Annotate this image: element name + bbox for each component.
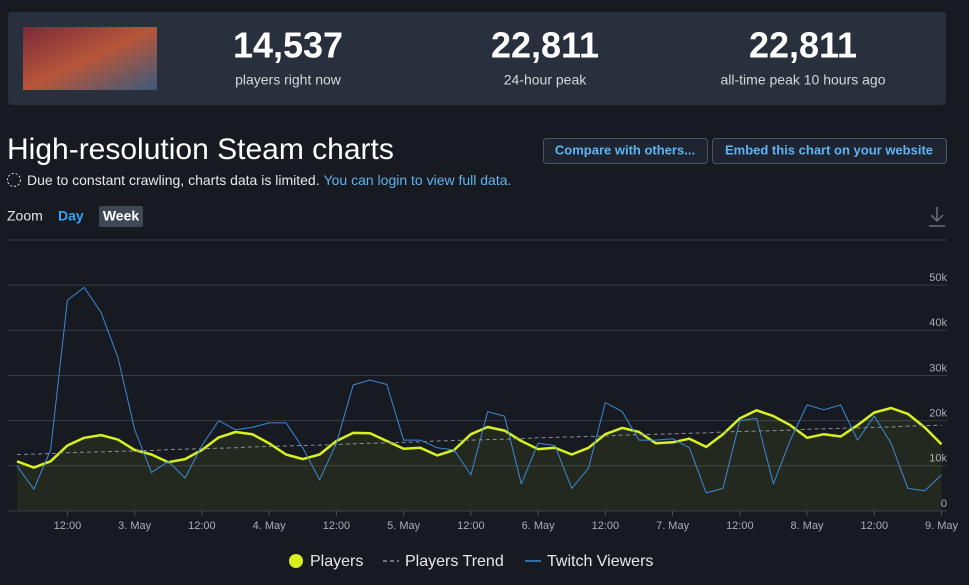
stat-label: 24-hour peak xyxy=(504,72,588,88)
stats-panel xyxy=(8,12,946,105)
button[interactable] xyxy=(543,138,708,164)
x-tick-label: 12:00 xyxy=(592,520,620,532)
stat-value: 14,537 xyxy=(233,25,343,66)
notice: Due to constant crawling, charts data is… xyxy=(27,172,511,188)
x-tick-label: 9. May xyxy=(925,520,959,532)
chart: 0 10k 20k 30k 40k 50k 12:00 3. May 12:00 4. May 12… xyxy=(8,272,959,570)
stat-value: 22,811 xyxy=(491,25,599,66)
y-tick-label: 50k xyxy=(929,272,947,284)
x-tick-label: 12:00 xyxy=(323,520,351,532)
y-tick-label: 40k xyxy=(929,317,947,329)
game-image xyxy=(23,27,157,90)
x-tick-label: 12:00 xyxy=(726,520,754,532)
notice-link[interactable]: You can login to view full data. xyxy=(324,172,512,188)
x-tick-label: 12:00 xyxy=(54,520,82,532)
x-tick-label: 12:00 xyxy=(457,520,485,532)
y-tick-label: 30k xyxy=(929,362,947,374)
x-tick-label: 12:00 xyxy=(861,520,889,532)
button[interactable] xyxy=(712,138,947,164)
zoom-option[interactable]: Week xyxy=(103,208,140,224)
zoom-selected[interactable] xyxy=(99,206,143,227)
series-area xyxy=(17,408,942,511)
x-tick-label: 12:00 xyxy=(188,520,216,532)
notice-icon xyxy=(7,173,21,187)
x-tick-label: 5. May xyxy=(387,520,421,532)
series-line xyxy=(16,406,943,469)
button-label[interactable]: Compare with others... xyxy=(555,142,695,157)
button-label[interactable]: Embed this chart on your website xyxy=(725,142,933,157)
legend-symbol xyxy=(289,554,303,568)
zoom-label: Zoom xyxy=(7,208,43,224)
y-tick-label: 10k xyxy=(929,453,947,465)
legend-label: Twitch Viewers xyxy=(547,553,653,570)
x-tick-label: 3. May xyxy=(118,520,152,532)
stat-label: players right now xyxy=(235,72,342,88)
x-tick-label: 8. May xyxy=(791,520,825,532)
legend-label: Players xyxy=(310,553,363,570)
series-line xyxy=(16,286,942,494)
legend-label: Players Trend xyxy=(405,553,504,570)
y-tick-label: 20k xyxy=(929,408,947,420)
section-title: High-resolution Steam charts xyxy=(7,133,394,166)
zoom-option[interactable]: Day xyxy=(58,208,84,224)
series-line xyxy=(16,424,942,455)
x-tick-label: 6. May xyxy=(522,520,556,532)
stat-value: 22,811 xyxy=(749,25,857,66)
x-tick-label: 7. May xyxy=(656,520,690,532)
x-tick-label: 4. May xyxy=(253,520,287,532)
notice-text: Due to constant crawling, charts data is… xyxy=(27,172,320,188)
y-tick-label: 0 xyxy=(941,498,947,510)
stat-label: all-time peak 10 hours ago xyxy=(721,72,886,88)
download-icon[interactable] xyxy=(929,207,945,227)
